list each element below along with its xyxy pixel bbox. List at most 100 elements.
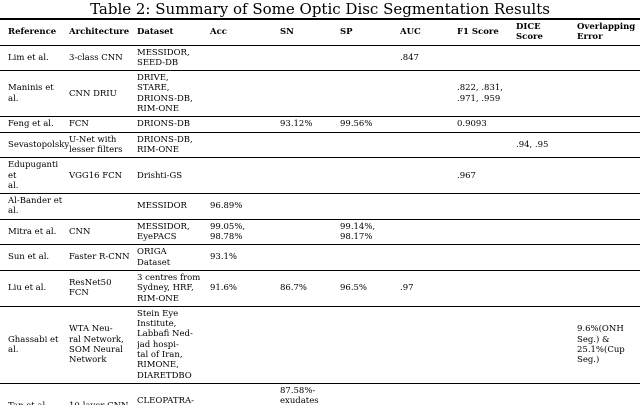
table-cell: [280, 194, 340, 220]
column-header-dice-score: DICE Score: [516, 22, 543, 43]
table-cell: [400, 117, 457, 132]
table-cell: 96.89%: [210, 201, 243, 212]
table-cell: [280, 158, 340, 194]
table-cell: [457, 45, 516, 71]
table-row: Feng et al. FCN DRIONS-DB 93.12% 99.56% 0.909…: [0, 117, 640, 133]
table-cell: [69, 194, 137, 220]
table-cell: [457, 306, 516, 383]
table-cell: [577, 383, 640, 405]
table-cell: [577, 117, 640, 132]
table-cell: .847: [400, 52, 419, 63]
table-cell: Stein Eye Institute, Labbafi Ned- jad ho…: [137, 308, 193, 381]
table-row: Lim et al. 3-class CNN MESSIDOR, SEED-DB .8…: [0, 45, 640, 71]
table-row: Ghassabi et al. WTA Neu- ral Network, SOM…: [0, 306, 640, 384]
table-cell: Feng et al.: [8, 119, 54, 130]
table-cell: [210, 45, 280, 71]
table-cell: [577, 132, 640, 158]
table-row: Sun et al. Faster R-CNN ORIGA Dataset 93.1%: [0, 245, 640, 271]
column-header-architecture: Architecture: [69, 27, 130, 38]
column-header-acc: Acc: [210, 27, 227, 38]
table-cell: DRIVE, STARE, DRIONS-DB, RIM-ONE: [137, 73, 193, 115]
table-cell: [457, 270, 516, 306]
table-cell: [516, 194, 577, 220]
column-header-auc: AUC: [400, 27, 421, 38]
column-header-reference: Reference: [8, 27, 57, 38]
table-cell: VGG16 FCN: [69, 170, 123, 181]
table-cell: [400, 245, 457, 271]
table-cell: WTA Neu- ral Network, SOM Neural Network: [69, 324, 124, 366]
table-cell: [400, 383, 457, 405]
table-cell: Maninis et al.: [8, 83, 54, 104]
table-cell: [577, 45, 640, 71]
table-cell: ORIGA Dataset: [137, 247, 171, 268]
table-cell: [577, 270, 640, 306]
table-cell: .967: [457, 170, 476, 181]
column-header-sn: SN: [280, 27, 294, 38]
table-cell: [577, 158, 640, 194]
table-row: Mitra et al. CNN MESSIDOR, EyePACS 99.05%, …: [0, 219, 640, 245]
table-cell: [210, 383, 280, 405]
table-cell: 9.6%(ONH Seg.) & 25.1%(Cup Seg.): [577, 324, 625, 366]
table-cell: 3 centres from Sydney, HRF, RIM-ONE: [137, 272, 201, 304]
table-cell: [516, 383, 577, 405]
table-cell: MESSIDOR, SEED-DB: [137, 47, 190, 68]
table-cell: [280, 71, 340, 117]
table-cell: [340, 306, 400, 383]
table-cell: [577, 245, 640, 271]
table-body: Lim et al. 3-class CNN MESSIDOR, SEED-DB .8…: [0, 45, 640, 405]
table-cell: 91.6%: [210, 283, 238, 294]
table-cell: .94, .95: [516, 139, 549, 150]
table-cell: 99.56%: [340, 119, 373, 130]
table-cell: [280, 245, 340, 271]
table-cell: CNN: [69, 226, 91, 237]
column-header-f1-score: F1 Score: [457, 27, 499, 38]
table-cell: [457, 194, 516, 220]
table-cell: 93.12%: [280, 119, 313, 130]
table-cell: FCN: [69, 119, 89, 130]
table-cell: [457, 245, 516, 271]
table-row: Al-Bander et al. MESSIDOR 96.89%: [0, 194, 640, 220]
table-row: Tan et al.10-layer CNNCLEOPATRA- DB 87.58…: [0, 383, 640, 405]
table-cell: [516, 219, 577, 245]
table-cell: ResNet50 FCN: [69, 278, 112, 299]
table-cell: Edupuganti et al.: [8, 160, 59, 191]
table-cell: [210, 71, 280, 117]
table-cell: [280, 306, 340, 383]
table-cell: [516, 158, 577, 194]
column-header-dataset: Dataset: [137, 27, 174, 38]
table-header: Reference Architecture Dataset Acc SN SP…: [0, 19, 640, 46]
table-cell: [340, 45, 400, 71]
table-cell: [457, 383, 516, 405]
table-cell: 86.7%: [280, 283, 308, 294]
table-cell: 0.9093: [457, 119, 487, 130]
table-cell: CNN DRIU: [69, 88, 117, 99]
table-cell: 93.1%: [210, 252, 238, 263]
table-cell: [210, 132, 280, 158]
table-cell: MESSIDOR: [137, 201, 187, 212]
table-cell: CLEOPATRA- DB: [137, 396, 195, 405]
table-cell: [516, 306, 577, 383]
table-row: Maninis et al. CNN DRIU DRIVE, STARE, DRIO…: [0, 71, 640, 117]
column-header-sp: SP: [340, 27, 353, 38]
table-cell: [516, 71, 577, 117]
table-cell: [340, 245, 400, 271]
table-cell: Faster R-CNN: [69, 252, 130, 263]
table-cell: [400, 219, 457, 245]
table-cell: Sevastopolsky: [8, 139, 69, 150]
results-table: Reference Architecture Dataset Acc SN SP…: [0, 18, 640, 405]
table-cell: [577, 71, 640, 117]
table-cell: MESSIDOR, EyePACS: [137, 221, 190, 243]
table-cell: .97: [400, 283, 414, 294]
table-cell: U-Net with lesser filters: [69, 134, 123, 155]
table-caption: Table 2: Summary of Some Optic Disc Segm…: [90, 0, 550, 18]
table-cell: [340, 132, 400, 158]
table-cell: 10-layer CNN: [69, 383, 137, 405]
table-cell: Sun et al.: [8, 252, 50, 263]
table-cell: [340, 383, 400, 405]
table-cell: [457, 219, 516, 245]
table-cell: [577, 194, 640, 220]
table-cell: [400, 132, 457, 158]
table-row: Edupuganti et al. VGG16 FCN Drishti-GS .967: [0, 158, 640, 194]
table-cell: [280, 45, 340, 71]
